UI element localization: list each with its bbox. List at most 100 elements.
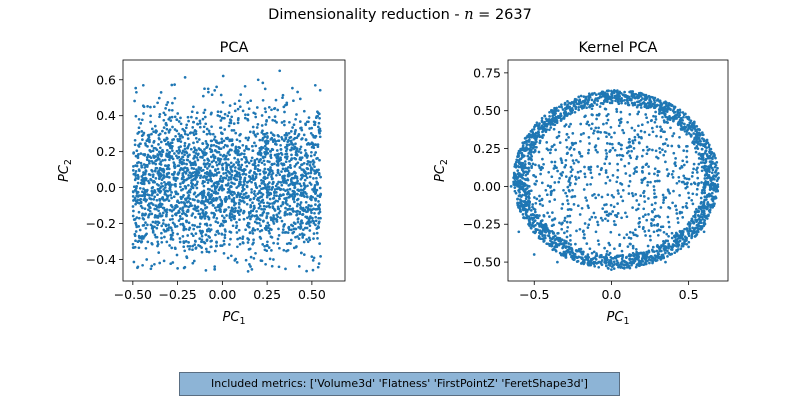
data-point [622, 236, 626, 240]
data-point [281, 231, 285, 234]
data-point [512, 171, 516, 175]
data-point [206, 157, 209, 161]
data-point [167, 154, 171, 158]
data-point [271, 185, 275, 189]
data-point [672, 108, 676, 111]
data-point [287, 171, 291, 175]
data-point [281, 174, 285, 178]
data-point [194, 136, 198, 140]
data-point [677, 179, 681, 183]
suptitle-variable: n [464, 7, 474, 23]
data-point [281, 228, 285, 231]
data-point [242, 217, 246, 221]
data-point [296, 209, 299, 213]
data-point [551, 232, 555, 235]
data-point [658, 215, 661, 219]
data-point [650, 126, 654, 130]
data-point [284, 267, 287, 271]
data-point [285, 143, 289, 147]
data-point [296, 90, 299, 94]
data-point [175, 149, 179, 153]
data-point [260, 182, 264, 185]
data-point [565, 220, 569, 224]
data-point [585, 258, 588, 261]
data-point [707, 145, 711, 149]
data-point [174, 134, 177, 138]
data-point [676, 217, 680, 220]
data-point [521, 213, 525, 216]
data-point [615, 259, 619, 263]
data-point [186, 133, 190, 137]
data-point [144, 199, 148, 203]
data-point [198, 119, 202, 123]
data-point [700, 152, 704, 156]
data-point [588, 218, 592, 221]
data-point [582, 188, 586, 191]
data-point [275, 155, 278, 159]
data-point [587, 97, 591, 101]
data-point [261, 146, 265, 149]
data-point [517, 155, 520, 158]
data-point [305, 226, 309, 230]
data-point [605, 135, 608, 139]
data-point [178, 137, 182, 141]
data-point [183, 204, 187, 208]
data-point [654, 195, 658, 199]
data-point [548, 236, 552, 240]
data-point [252, 257, 256, 260]
data-point [660, 127, 664, 131]
data-point [246, 270, 250, 273]
data-point [566, 104, 569, 108]
data-point [249, 99, 253, 103]
data-point [544, 117, 548, 121]
data-point [594, 230, 598, 234]
data-point [693, 137, 696, 141]
data-point [249, 217, 252, 221]
data-point [191, 261, 195, 265]
data-point [226, 136, 229, 140]
data-point [696, 135, 699, 138]
data-point [171, 238, 175, 241]
data-point [152, 105, 156, 109]
data-point [668, 206, 672, 210]
data-point [628, 242, 632, 246]
data-point [531, 221, 535, 225]
data-point [183, 132, 187, 136]
data-point [643, 230, 647, 233]
data-point [647, 256, 651, 259]
data-point [161, 206, 165, 210]
data-point [289, 148, 292, 152]
data-point [137, 210, 141, 214]
data-point [257, 221, 261, 225]
data-point [316, 194, 320, 198]
data-point [631, 102, 635, 105]
data-point [278, 209, 282, 213]
data-point [569, 146, 573, 149]
data-point [151, 203, 155, 206]
data-point [158, 198, 161, 201]
data-point [151, 175, 155, 179]
data-point [302, 161, 306, 165]
data-point [166, 143, 170, 146]
data-point [137, 117, 141, 121]
data-point [235, 161, 238, 164]
data-point [709, 147, 713, 151]
data-point [619, 92, 623, 95]
data-point [147, 213, 151, 217]
data-point [662, 256, 666, 260]
data-point [146, 105, 149, 108]
data-point [233, 177, 237, 181]
data-point [193, 239, 197, 243]
data-point [591, 194, 594, 197]
data-point [569, 181, 572, 185]
data-point [314, 143, 317, 146]
data-point [194, 247, 198, 250]
data-point [310, 255, 314, 258]
data-point [137, 126, 141, 130]
data-point [235, 174, 239, 178]
data-point [205, 178, 209, 181]
data-point [597, 243, 601, 246]
data-point [549, 184, 553, 188]
data-point [292, 195, 296, 199]
data-point [703, 177, 707, 180]
